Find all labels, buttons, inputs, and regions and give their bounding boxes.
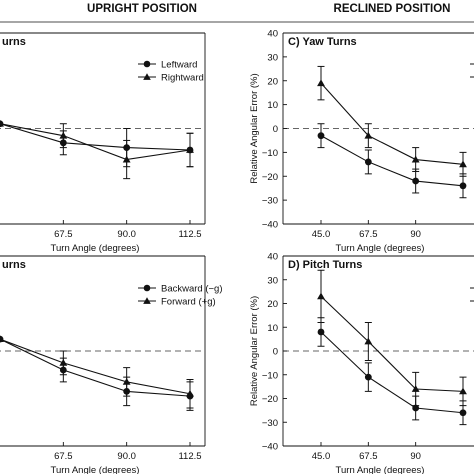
- data-point-90: [122, 155, 131, 163]
- data-point-90: [412, 177, 420, 185]
- data-point-112-5: [186, 146, 194, 153]
- panel-1: urns 67.5 90.0 112.5 Turn Angle (degrees) Lef…: [0, 32, 206, 254]
- data-point-67-5: [59, 131, 68, 139]
- y-tick-label: 30: [267, 275, 278, 286]
- x-tick-label: 112.5: [178, 451, 201, 462]
- series-line: [320, 82, 464, 165]
- series-2: Rightward: [0, 73, 204, 180]
- data-point-45: [317, 292, 325, 300]
- series-1: Backward (−g): [0, 284, 223, 411]
- legend-label: Forward (+g): [161, 297, 216, 308]
- x-tick-label: 45.0: [312, 229, 331, 240]
- y-axis-label: Relative Angular Error (%): [249, 73, 260, 183]
- legend-marker: [143, 73, 151, 80]
- data-point-67-5: [364, 373, 372, 381]
- x-axis-label: Turn Angle (degrees): [336, 465, 425, 474]
- data-point-90: [122, 377, 131, 385]
- x-axis-label: Turn Angle (degrees): [51, 465, 140, 474]
- data-point-112-5: [459, 387, 467, 395]
- y-tick-label: −10: [262, 148, 278, 159]
- y-tick-label: −10: [262, 370, 278, 381]
- series-2: [317, 65, 474, 177]
- data-point-45: [0, 335, 4, 343]
- y-tick-label: 40: [267, 29, 278, 40]
- x-axis-label: Turn Angle (degrees): [51, 243, 140, 254]
- series-line: [320, 331, 464, 414]
- panel-title: D) Pitch Turns: [288, 259, 362, 271]
- y-tick-label: 10: [267, 323, 278, 334]
- data-point-90: [411, 385, 420, 392]
- x-axis-label: Turn Angle (degrees): [336, 243, 425, 254]
- series-2: [317, 269, 474, 407]
- x-tick-label: 90.0: [117, 229, 136, 240]
- panel-3: urns 67.5 90.0 112.5 Turn Angle (degrees) Bac…: [0, 255, 223, 474]
- series-line: [0, 123, 191, 161]
- data-point-67-5: [364, 131, 373, 139]
- series-1: [317, 63, 474, 199]
- data-point-45: [0, 119, 4, 127]
- series-line: [0, 338, 191, 397]
- legend-label: Backward (−g): [161, 284, 223, 295]
- y-tick-label: 0: [273, 124, 278, 135]
- series-2: Forward (+g): [0, 297, 216, 409]
- panel-title: C) Yaw Turns: [288, 36, 357, 48]
- x-tick-label: 112.5: [178, 229, 201, 240]
- legend-marker: [143, 297, 151, 304]
- x-tick-label: 45.0: [312, 451, 331, 462]
- legend-marker: [143, 284, 151, 292]
- x-tick-label: 90: [410, 229, 421, 240]
- y-tick-label: 40: [267, 252, 278, 263]
- panel-2: C) Yaw Turns 40 30 20 10 0 −10 −20 −30 −40 Relativ…: [249, 29, 474, 254]
- x-tick-label: 67.5: [54, 229, 73, 240]
- data-point-112-5: [186, 389, 194, 397]
- data-point-90: [411, 155, 420, 163]
- data-point-90: [412, 404, 420, 412]
- data-point-112-5: [459, 409, 467, 417]
- series-line: [320, 135, 464, 187]
- data-point-67-5: [364, 337, 373, 345]
- panel-4: D) Pitch Turns 40 30 20 10 0 −10 −20 −30 −40 Relat…: [249, 252, 474, 474]
- data-point-112-5: [459, 160, 467, 168]
- reclined-position-header: RECLINED POSITION: [334, 3, 451, 15]
- x-tick-label: 67.5: [359, 229, 378, 240]
- series-1: [317, 287, 474, 426]
- legend-label: Rightward: [161, 73, 204, 84]
- data-point-67-5: [59, 358, 68, 366]
- y-tick-label: 20: [267, 76, 278, 87]
- y-tick-label: −20: [262, 172, 278, 183]
- y-tick-label: 0: [273, 347, 278, 358]
- y-tick-label: 20: [267, 299, 278, 310]
- panel-title: urns: [2, 36, 26, 48]
- upright-position-header: UPRIGHT POSITION: [87, 3, 197, 15]
- legend-marker: [143, 60, 151, 68]
- y-tick-label: −30: [262, 196, 278, 207]
- series-line: [0, 338, 191, 395]
- y-tick-label: −40: [262, 220, 278, 231]
- data-point-112-5: [459, 182, 467, 190]
- y-tick-label: −20: [262, 394, 278, 405]
- legend-label: Leftward: [161, 60, 197, 71]
- data-point-45: [317, 328, 325, 336]
- x-tick-label: 67.5: [359, 451, 378, 462]
- data-point-45: [317, 79, 325, 87]
- y-tick-label: 10: [267, 100, 278, 111]
- data-point-67-5: [364, 158, 372, 166]
- series-line: [320, 295, 464, 392]
- x-tick-label: 90.0: [117, 451, 136, 462]
- x-tick-label: 90: [410, 451, 421, 462]
- panel-title: urns: [2, 259, 26, 271]
- y-axis-label: Relative Angular Error (%): [249, 296, 260, 406]
- x-tick-label: 67.5: [54, 451, 73, 462]
- data-point-45: [317, 132, 325, 140]
- y-tick-label: 30: [267, 52, 278, 63]
- y-tick-label: −40: [262, 442, 278, 453]
- y-tick-label: −30: [262, 418, 278, 429]
- series-line: [0, 123, 191, 151]
